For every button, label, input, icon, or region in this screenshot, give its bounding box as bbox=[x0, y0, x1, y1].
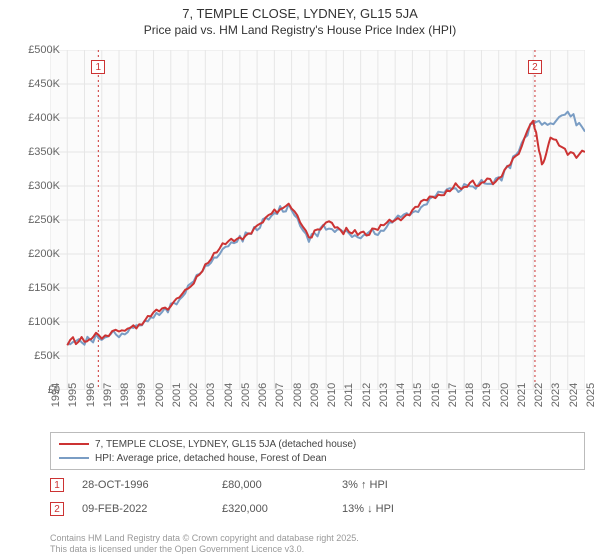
x-tick-label: 2000 bbox=[154, 383, 166, 407]
legend-label: HPI: Average price, detached house, Fore… bbox=[95, 453, 327, 464]
legend-label: 7, TEMPLE CLOSE, LYDNEY, GL15 5JA (detac… bbox=[95, 439, 356, 450]
data-point-pct: 13% ↓ HPI bbox=[342, 503, 394, 515]
footer-text: Contains HM Land Registry data © Crown c… bbox=[50, 533, 359, 556]
y-tick-label: £300K bbox=[28, 180, 60, 192]
data-point-pct: 3% ↑ HPI bbox=[342, 479, 388, 491]
x-tick-label: 2017 bbox=[447, 383, 459, 407]
x-tick-label: 2013 bbox=[378, 383, 390, 407]
x-tick-label: 1995 bbox=[67, 383, 79, 407]
chart-title-2: Price paid vs. HM Land Registry's House … bbox=[0, 23, 600, 37]
data-point-marker: 2 bbox=[50, 502, 64, 516]
data-point-price: £80,000 bbox=[222, 479, 342, 491]
x-tick-label: 2002 bbox=[188, 383, 200, 407]
x-tick-label: 2011 bbox=[343, 383, 355, 407]
x-tick-label: 2021 bbox=[516, 383, 528, 407]
y-tick-label: £150K bbox=[28, 282, 60, 294]
x-tick-label: 2012 bbox=[361, 383, 373, 407]
legend-swatch bbox=[59, 457, 89, 459]
x-tick-label: 1998 bbox=[119, 383, 131, 407]
event-marker-1: 1 bbox=[91, 60, 105, 74]
legend-item: HPI: Average price, detached house, Fore… bbox=[59, 451, 576, 465]
x-tick-label: 2018 bbox=[464, 383, 476, 407]
x-tick-label: 2004 bbox=[223, 383, 235, 407]
x-tick-label: 2007 bbox=[274, 383, 286, 407]
legend-item: 7, TEMPLE CLOSE, LYDNEY, GL15 5JA (detac… bbox=[59, 437, 576, 451]
x-tick-label: 1999 bbox=[136, 383, 148, 407]
footer-line-2: This data is licensed under the Open Gov… bbox=[50, 544, 359, 556]
x-tick-label: 2001 bbox=[171, 383, 183, 407]
y-tick-label: £200K bbox=[28, 248, 60, 260]
x-tick-label: 2010 bbox=[326, 383, 338, 407]
data-point-row: 2 09-FEB-2022 £320,000 13% ↓ HPI bbox=[50, 502, 585, 516]
x-tick-label: 2022 bbox=[533, 383, 545, 407]
x-tick-label: 2023 bbox=[550, 383, 562, 407]
chart-container: 7, TEMPLE CLOSE, LYDNEY, GL15 5JA Price … bbox=[0, 0, 600, 560]
y-tick-label: £250K bbox=[28, 214, 60, 226]
x-tick-label: 2025 bbox=[585, 383, 597, 407]
x-tick-label: 1994 bbox=[50, 383, 62, 407]
x-tick-label: 1996 bbox=[85, 383, 97, 407]
y-tick-label: £450K bbox=[28, 78, 60, 90]
chart-title-1: 7, TEMPLE CLOSE, LYDNEY, GL15 5JA bbox=[0, 6, 600, 21]
data-point-date: 28-OCT-1996 bbox=[82, 479, 222, 491]
data-point-date: 09-FEB-2022 bbox=[82, 503, 222, 515]
x-tick-label: 2009 bbox=[309, 383, 321, 407]
legend-swatch bbox=[59, 443, 89, 445]
x-tick-label: 2016 bbox=[430, 383, 442, 407]
x-tick-label: 2015 bbox=[412, 383, 424, 407]
x-tick-label: 2006 bbox=[257, 383, 269, 407]
x-tick-label: 2003 bbox=[205, 383, 217, 407]
y-tick-label: £50K bbox=[34, 350, 60, 362]
x-tick-label: 1997 bbox=[102, 383, 114, 407]
data-point-price: £320,000 bbox=[222, 503, 342, 515]
x-tick-label: 2005 bbox=[240, 383, 252, 407]
x-tick-label: 2020 bbox=[499, 383, 511, 407]
y-tick-label: £400K bbox=[28, 112, 60, 124]
data-point-marker: 1 bbox=[50, 478, 64, 492]
footer-line-1: Contains HM Land Registry data © Crown c… bbox=[50, 533, 359, 545]
title-area: 7, TEMPLE CLOSE, LYDNEY, GL15 5JA Price … bbox=[0, 0, 600, 37]
x-tick-label: 2014 bbox=[395, 383, 407, 407]
y-tick-label: £500K bbox=[28, 44, 60, 56]
x-tick-label: 2024 bbox=[568, 383, 580, 407]
legend-box: 7, TEMPLE CLOSE, LYDNEY, GL15 5JA (detac… bbox=[50, 432, 585, 470]
y-tick-label: £350K bbox=[28, 146, 60, 158]
chart-plot-area bbox=[50, 50, 585, 390]
chart-svg bbox=[50, 50, 585, 390]
y-tick-label: £100K bbox=[28, 316, 60, 328]
x-tick-label: 2019 bbox=[481, 383, 493, 407]
data-point-row: 1 28-OCT-1996 £80,000 3% ↑ HPI bbox=[50, 478, 585, 492]
event-marker-2: 2 bbox=[528, 60, 542, 74]
x-tick-label: 2008 bbox=[292, 383, 304, 407]
